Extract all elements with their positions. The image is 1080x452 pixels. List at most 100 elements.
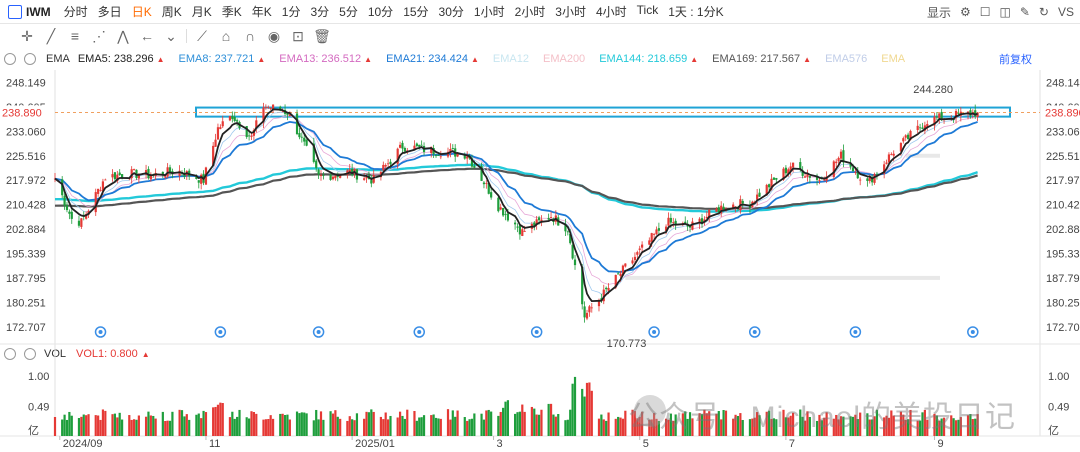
arrow-tool-icon[interactable]: ← — [140, 28, 154, 44]
candle-body — [65, 205, 69, 211]
ema-legend-item[interactable]: EMA21: 234.424 ▲ — [386, 53, 479, 65]
camera-icon[interactable]: ◫ — [999, 5, 1011, 19]
candle-body — [775, 177, 778, 180]
candle-body — [200, 174, 203, 184]
candle-body — [348, 169, 351, 172]
line-tool-icon[interactable]: ╱ — [46, 27, 56, 44]
timeframe-tab[interactable]: 年K — [251, 5, 272, 19]
candle-body — [255, 120, 258, 129]
volume-bar — [971, 419, 974, 436]
ema-legend-item[interactable]: EMA144: 218.659 ▲ — [599, 53, 698, 65]
candle-body — [463, 154, 466, 159]
candle-body — [585, 312, 589, 319]
volume-bar — [446, 409, 450, 436]
candle-body — [197, 180, 200, 183]
magnet-icon[interactable]: ∩ — [244, 28, 256, 44]
candle-body — [101, 181, 105, 192]
channel-tool-icon[interactable]: ⋰ — [92, 27, 106, 44]
text-tool-icon[interactable]: ⌂ — [221, 28, 231, 44]
volume-tick-left: 1.00 — [28, 371, 49, 383]
settings-icon[interactable] — [4, 348, 16, 360]
gear-icon[interactable]: ⚙ — [959, 5, 971, 19]
timeframe-tab[interactable]: 1分 — [281, 5, 301, 19]
eye-icon[interactable] — [24, 53, 36, 65]
volume-bar — [451, 410, 454, 436]
timeframe-tab[interactable]: 3小时 — [555, 5, 586, 19]
timeframe-tab[interactable]: Tick — [636, 3, 659, 17]
candle-body — [801, 170, 804, 176]
ema-legend-item[interactable]: EMA13: 236.512 ▲ — [279, 53, 372, 65]
volume-bar — [180, 410, 184, 436]
candle-body — [286, 113, 289, 115]
ema-legend-item[interactable]: EMA169: 217.567 ▲ — [712, 53, 811, 65]
trash-icon[interactable]: 🗑 — [313, 27, 331, 44]
timeframe-tab[interactable]: 分时 — [63, 5, 88, 19]
refresh-icon[interactable]: ↻ — [1038, 5, 1049, 19]
timeframe-tab[interactable]: 30分 — [438, 5, 464, 19]
timeframe-tab[interactable]: 15分 — [403, 5, 429, 19]
volume-bar — [183, 416, 186, 436]
timeframe-tab[interactable]: 季K — [221, 5, 242, 19]
price-tick-left: 187.795 — [6, 273, 46, 285]
fib-tool-icon[interactable]: ≡ — [70, 28, 80, 44]
ema-legend-item[interactable]: EMA12 — [493, 53, 529, 65]
settings-icon[interactable] — [4, 53, 16, 65]
adjust-mode-button[interactable]: 前复权 — [999, 54, 1032, 66]
candle-body — [641, 244, 644, 248]
volume-bar — [935, 415, 938, 436]
crosshair-icon[interactable]: ✛ — [21, 27, 33, 44]
volume-bar — [137, 415, 140, 436]
checkbox-icon[interactable]: ☐ — [979, 5, 991, 19]
volume-bar — [652, 413, 656, 436]
eye-icon[interactable]: ◉ — [267, 27, 281, 44]
display-button[interactable]: 显示 — [926, 5, 951, 20]
ema-legend-item[interactable]: EMA5: 238.296 ▲ — [78, 53, 165, 65]
pencil-icon[interactable]: ✎ — [1019, 5, 1030, 19]
chevron-down-icon[interactable]: ⌄ — [165, 27, 177, 44]
timeframe-tab[interactable]: 1小时 — [473, 5, 505, 19]
volume-bar — [909, 409, 912, 436]
pattern-tool-icon[interactable]: ⋀ — [117, 27, 129, 44]
time-axis-label: 9 — [937, 438, 943, 450]
ema-legend-item[interactable]: EMA200 — [543, 53, 585, 65]
candle-body — [667, 217, 670, 226]
timeframe-tab[interactable]: 3分 — [310, 5, 330, 19]
timeframe-tab[interactable]: 月K — [191, 5, 212, 19]
timeframe-tab[interactable]: 2小时 — [514, 5, 546, 19]
candle-body — [132, 169, 136, 170]
volume-bar — [128, 415, 131, 436]
time-axis-label: 2025/01 — [355, 438, 395, 450]
volume-bar — [303, 412, 306, 436]
candle-body — [77, 220, 81, 226]
lock-icon[interactable]: ⊡ — [292, 27, 304, 44]
ruler-tool-icon[interactable]: ⟋ — [197, 27, 207, 44]
timeframe-tab[interactable]: 4小时 — [595, 5, 627, 19]
candle-body — [835, 161, 838, 164]
timeframe-tab[interactable]: 日K — [131, 5, 152, 19]
volume-bar — [466, 420, 469, 436]
candle-body — [104, 179, 107, 181]
compare-button[interactable]: VS — [1057, 5, 1074, 19]
ema-legend-item[interactable]: EMA576 — [825, 53, 867, 65]
candle-body — [564, 224, 567, 232]
timeframe-tab[interactable]: 多日 — [97, 5, 122, 19]
ema-legend-item[interactable]: EMA — [881, 53, 905, 65]
ema-legend-item[interactable]: EMA8: 237.721 ▲ — [179, 53, 266, 65]
toolbar-right: 显示 ⚙ ☐ ◫ ✎ ↻ VS — [927, 0, 1074, 24]
volume-bar — [516, 412, 519, 436]
timeframe-tab[interactable]: 5分 — [339, 5, 358, 19]
candle-body — [339, 174, 342, 178]
timeframe-tab[interactable]: 1天 : 1分K — [668, 5, 724, 19]
candle-body — [499, 207, 502, 210]
ema-legend-label: EMA8: — [178, 53, 212, 65]
candle-body — [918, 127, 922, 129]
volume-bar — [219, 402, 222, 436]
event-marker-dot — [752, 330, 757, 334]
timeframe-tab[interactable]: 10分 — [367, 5, 394, 19]
candle-body — [262, 107, 265, 123]
symbol-selector[interactable]: IWM — [0, 4, 59, 19]
volume-bar — [552, 414, 555, 436]
eye-icon[interactable] — [24, 348, 36, 360]
timeframe-tab[interactable]: 周K — [161, 5, 182, 19]
